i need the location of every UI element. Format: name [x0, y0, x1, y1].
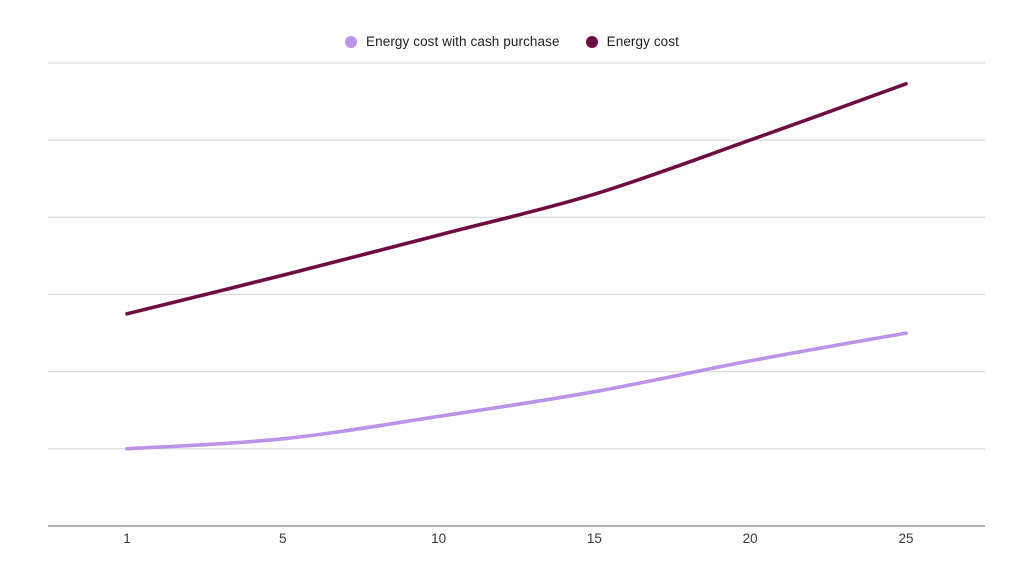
legend-label: Energy cost [606, 34, 679, 49]
x-axis: 1 5 10 15 20 25 [48, 525, 985, 546]
series-lines [125, 82, 908, 451]
legend-swatch-icon [345, 35, 357, 48]
legend-label: Energy cost with cash purchase [366, 34, 560, 49]
legend-item-energy-cost[interactable]: Energy cost [585, 34, 679, 49]
legend-item-energy-cost-cash-purchase[interactable]: Energy cost with cash purchase [345, 34, 560, 49]
x-tick-label: 15 [587, 531, 602, 546]
x-tick-label: 5 [279, 531, 287, 546]
legend-swatch-icon [585, 35, 598, 48]
series-line-energy-cost-with-cash-purchase [125, 331, 908, 451]
x-tick-label: 20 [743, 531, 758, 546]
series-line-energy-cost [125, 82, 908, 316]
gridlines [48, 62, 985, 450]
chart-legend: Energy cost with cash purchase Energy co… [0, 34, 1024, 49]
x-tick-label: 1 [123, 531, 131, 546]
x-tick-label: 10 [431, 531, 446, 546]
x-tick-label: 25 [898, 531, 913, 546]
